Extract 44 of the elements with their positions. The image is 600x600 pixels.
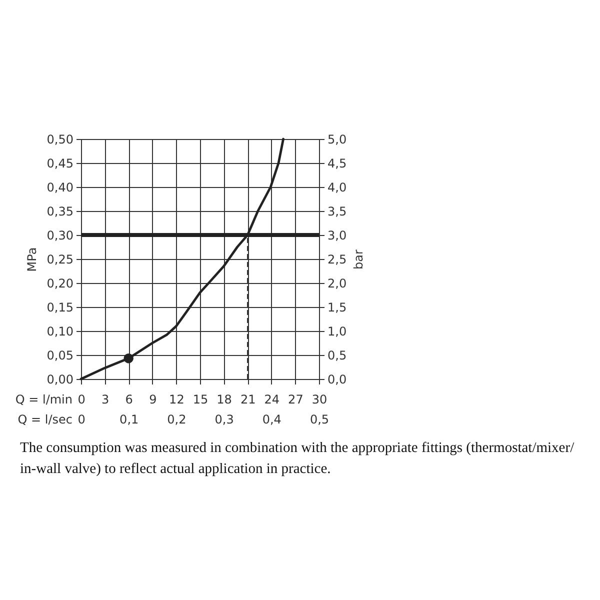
y-tick-label: 0,30 xyxy=(46,228,74,242)
y2-tick-label: 3,5 xyxy=(328,204,347,218)
x2-tick-label: 0,1 xyxy=(120,412,139,426)
y-tick-label: 0,10 xyxy=(46,324,74,338)
x-tick-label: 24 xyxy=(264,392,280,406)
x2-tick-label: 0,5 xyxy=(310,412,330,426)
x-tick-label: 0 xyxy=(78,392,86,406)
x2-axis-title: Q = l/sec xyxy=(18,412,72,426)
y2-tick-label: 5,0 xyxy=(328,132,347,146)
y2-tick-label: 4,0 xyxy=(328,180,347,194)
x-tick-label: 30 xyxy=(312,392,328,406)
y-tick-label: 0,40 xyxy=(46,180,74,194)
x-axis-title: Q = l/min xyxy=(15,392,72,406)
x-tick-label: 12 xyxy=(169,392,184,406)
x2-tick-label: 0 xyxy=(78,412,86,426)
x-tick-label: 27 xyxy=(288,392,304,406)
y2-axis-title: bar xyxy=(352,249,366,270)
y2-tick-label: 0,5 xyxy=(328,348,347,362)
x2-tick-label: 0,4 xyxy=(262,412,282,426)
y-tick-label: 0,20 xyxy=(46,276,74,290)
y2-tick-label: 2,0 xyxy=(328,276,347,290)
y2-tick-label: 0,0 xyxy=(328,372,347,386)
x-tick-label: 21 xyxy=(240,392,256,406)
x-tick-label: 18 xyxy=(216,392,232,406)
x-tick-label: 3 xyxy=(101,392,110,406)
x-tick-label: 15 xyxy=(192,392,208,406)
y-tick-label: 0,25 xyxy=(46,252,74,266)
x2-tick-label: 0,2 xyxy=(167,412,186,426)
x-tick-label: 6 xyxy=(125,392,133,406)
y-tick-label: 0,15 xyxy=(46,300,74,314)
y2-tick-label: 1,5 xyxy=(328,300,347,314)
y2-tick-label: 2,5 xyxy=(328,252,347,266)
y2-tick-label: 1,0 xyxy=(328,324,347,338)
y2-tick-label: 4,5 xyxy=(328,156,347,170)
y-tick-label: 0,50 xyxy=(46,132,74,146)
text: The consumption was measured in combination with the appropriate fittings (thermostat/mixer/ in-wall valve) to reflect actual application in practice. xyxy=(20,439,576,479)
x-tick-label: 9 xyxy=(149,392,157,406)
x2-tick-label: 0,3 xyxy=(214,412,234,426)
y-tick-label: 0,00 xyxy=(46,372,74,386)
y-tick-label: 0,35 xyxy=(46,204,74,218)
y2-tick-label: 3,0 xyxy=(328,228,347,242)
y-tick-label: 0,45 xyxy=(46,156,74,170)
y-tick-label: 0,05 xyxy=(46,348,74,362)
y-axis-title: MPa xyxy=(24,247,39,272)
